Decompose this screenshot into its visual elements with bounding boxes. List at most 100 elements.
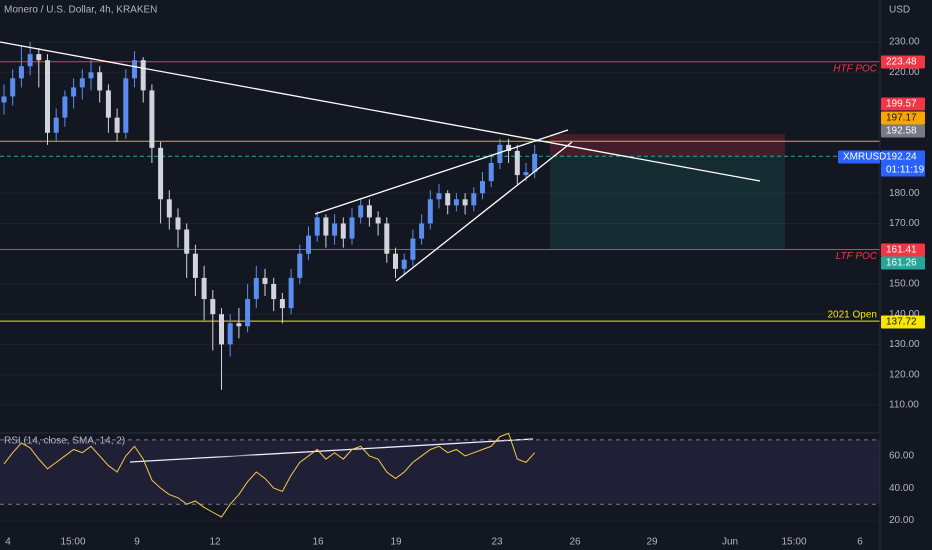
candle-body [36, 54, 42, 61]
y-tick-label: 180.00 [889, 188, 920, 199]
candle-body [97, 72, 103, 91]
x-tick-label: 15:00 [781, 537, 806, 548]
countdown-tag [881, 163, 925, 177]
candle-body [297, 253, 303, 278]
candle-body [401, 259, 407, 269]
candle-body [149, 90, 155, 148]
candle-body [506, 144, 512, 151]
rsi-tick-label: 40.00 [889, 483, 914, 494]
x-tick-label: 12 [209, 537, 221, 548]
rsi-pane [0, 432, 880, 521]
candle-body [88, 72, 94, 79]
candles [1, 42, 538, 390]
trendline [129, 438, 534, 463]
y-tick-label: 140.00 [889, 309, 920, 320]
candle-body [288, 277, 294, 309]
x-tick-label: Jun [722, 537, 738, 548]
price-tag-label: 223.48 [886, 57, 917, 68]
candle-body [488, 162, 494, 182]
candle-body [375, 217, 381, 224]
price-tag [881, 124, 925, 138]
candle-body [210, 299, 216, 315]
rsi-label: RSI (14, close, SMA, 14, 2) [4, 436, 125, 447]
candle-body [192, 253, 198, 278]
price-tag-label: 192.24 [886, 152, 917, 163]
candle-body [271, 283, 277, 300]
level-label: 2021 Open [828, 310, 878, 321]
y-tick-label: 150.00 [889, 279, 920, 290]
candle-body [306, 235, 311, 254]
candle-body [410, 238, 416, 260]
price-tag [881, 315, 925, 329]
candle-body [227, 323, 233, 345]
candle-body [123, 78, 129, 133]
candle-body [184, 229, 190, 254]
position [550, 134, 785, 250]
candle-body [453, 199, 459, 206]
target-zone [550, 156, 785, 250]
candle-body [427, 199, 433, 224]
rsi-tick-label: 60.00 [889, 451, 914, 462]
candle-body [71, 87, 77, 97]
candle-body [219, 314, 224, 345]
candle-body [314, 217, 320, 236]
candle-body [393, 253, 398, 269]
x-tick-label: 4 [5, 537, 11, 548]
candle-body [27, 54, 33, 67]
rsi-line [3, 432, 536, 518]
trendline [314, 129, 569, 215]
price-tag-label: 197.17 [886, 113, 917, 124]
candle-body [279, 299, 285, 309]
price-tag [881, 55, 925, 69]
drawings [0, 41, 761, 463]
y-tick-label: 120.00 [889, 369, 920, 380]
candle-body [236, 323, 242, 327]
candle-body [532, 153, 538, 173]
countdown: 01:11:19 [886, 165, 925, 176]
x-tick-label: 9 [134, 537, 140, 548]
candle-body [245, 299, 251, 327]
x-tick-label: 16 [312, 537, 324, 548]
candle-body [480, 181, 485, 194]
candle-body [105, 90, 111, 118]
price-tag-label: 161.41 [886, 245, 917, 256]
candle-body [462, 199, 468, 206]
x-tick-label: 6 [857, 537, 863, 548]
price-tag-label: 199.57 [886, 99, 917, 110]
candle-body [358, 205, 364, 218]
candle-body [53, 117, 59, 133]
candle-body [523, 172, 529, 176]
candle-body [132, 60, 137, 79]
rsi-band [0, 439, 880, 505]
candle-body [262, 277, 268, 284]
candle-body [45, 60, 50, 133]
candle-body [79, 78, 85, 88]
trendline [0, 41, 761, 182]
y-tick-label: 110.00 [889, 400, 919, 411]
candle-body [419, 223, 425, 239]
candle-body [62, 96, 68, 118]
candle-body [158, 147, 164, 200]
candle-body [1, 96, 7, 103]
stop-zone [550, 134, 785, 157]
candle-body [497, 144, 503, 163]
trendline [395, 141, 573, 282]
candle-body [10, 78, 16, 97]
price-tag-label: 192.58 [886, 126, 917, 137]
symbol-tag [838, 150, 880, 164]
candle-body [332, 223, 338, 236]
levels: HTF POC LTF POC 2021 Open [0, 61, 880, 322]
candle-body [114, 117, 120, 133]
price-tag [881, 111, 925, 125]
x-tick-label: 15:00 [60, 537, 85, 548]
price-tag-label: 161.26 [886, 258, 917, 269]
x-tick-label: 23 [491, 537, 503, 548]
candle-body [436, 193, 442, 200]
price-tag [881, 97, 925, 111]
y-tick-label: 130.00 [889, 339, 920, 350]
price-tag-label: 137.72 [886, 317, 917, 328]
y-tick-label: 230.00 [889, 37, 920, 48]
level-label: HTF POC [833, 63, 877, 74]
price-tag [881, 256, 925, 270]
